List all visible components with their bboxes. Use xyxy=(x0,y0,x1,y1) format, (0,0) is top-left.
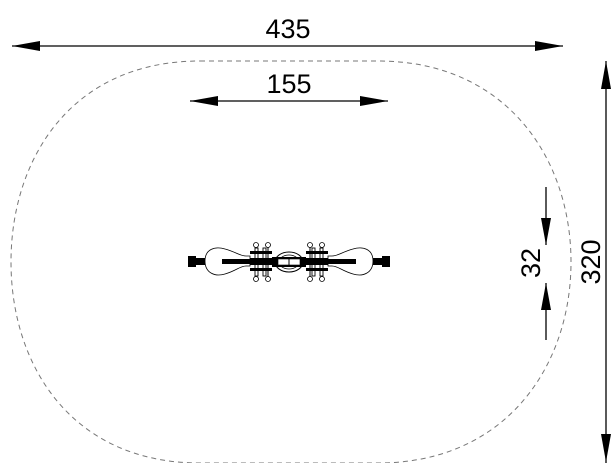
overall-width-dimension: 435 xyxy=(12,14,563,51)
overall-height-label: 320 xyxy=(576,239,606,284)
center-pivot xyxy=(272,251,306,273)
left-handle xyxy=(250,242,272,282)
equipment-width-dimension: 32 xyxy=(516,187,551,340)
overall-height-dimension: 320 xyxy=(576,61,611,463)
overall-width-label: 435 xyxy=(265,14,310,44)
right-handle xyxy=(306,242,328,282)
equipment-length-label: 155 xyxy=(266,69,311,99)
equipment-length-dimension: 155 xyxy=(190,69,388,106)
equipment-width-label: 32 xyxy=(516,248,546,278)
seesaw-equipment xyxy=(188,242,390,282)
